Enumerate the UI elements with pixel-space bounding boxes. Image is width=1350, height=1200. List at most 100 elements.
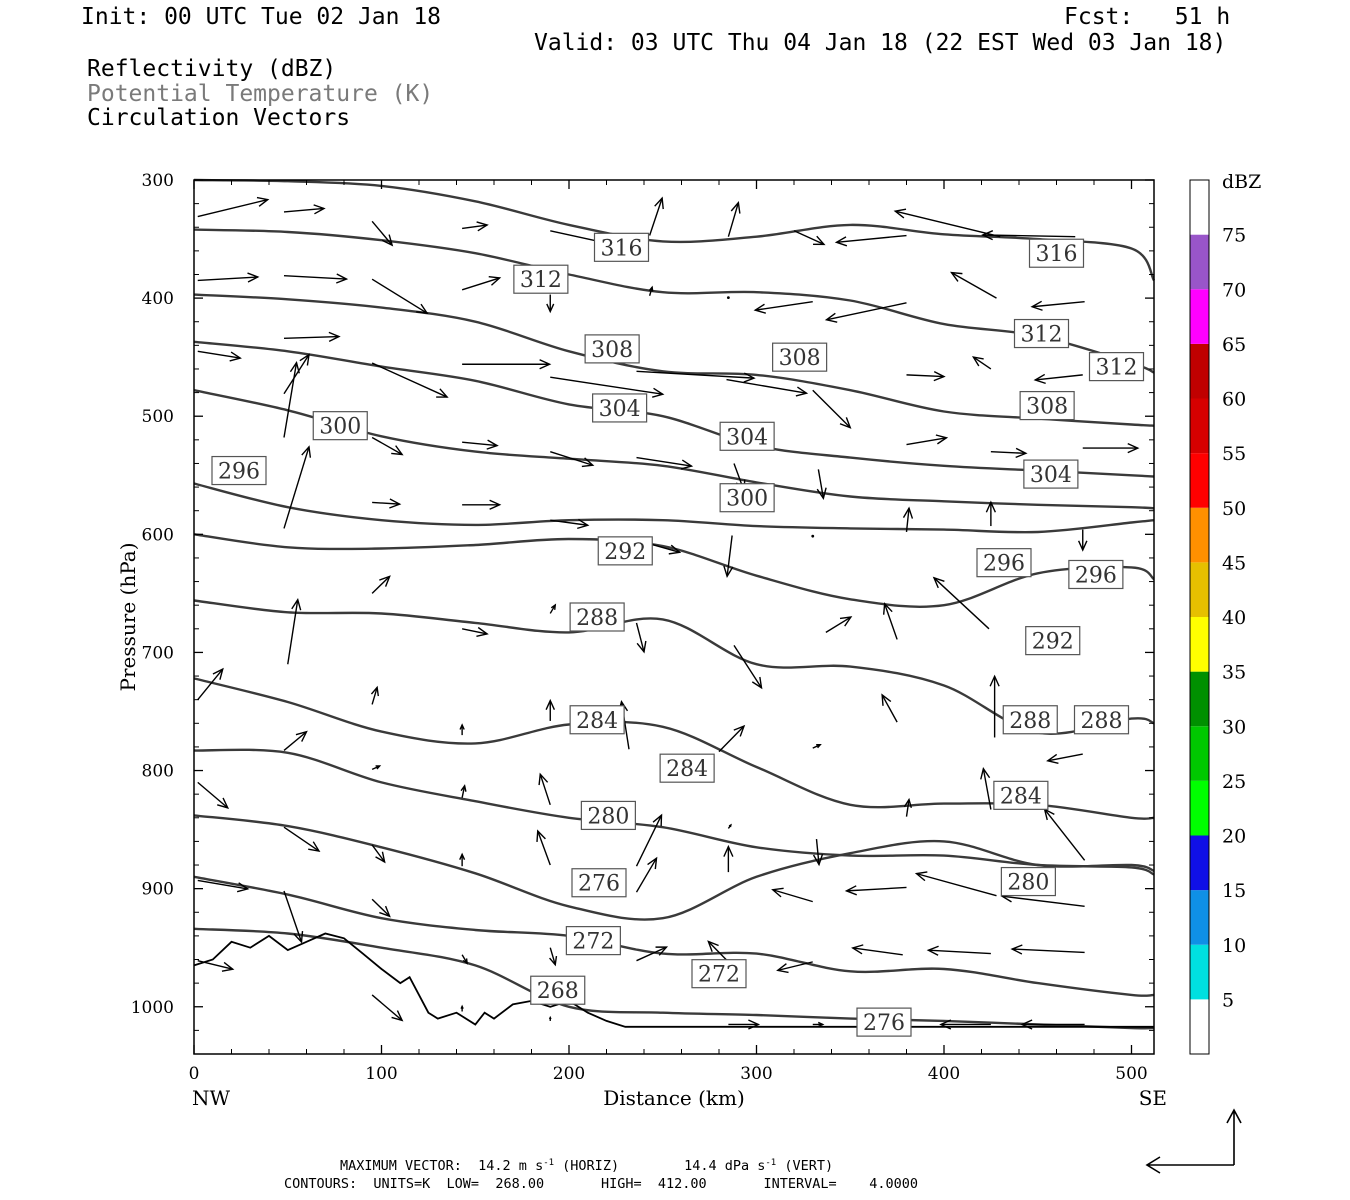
colorbar-swatch: [1190, 726, 1209, 781]
circulation-vector: [1077, 529, 1088, 552]
contour-label: 272: [691, 959, 747, 989]
circulation-vector: [459, 852, 466, 867]
theta-contour-300: [193, 389, 1155, 510]
circulation-vector: [283, 273, 349, 284]
colorbar-level: 45: [1222, 552, 1246, 574]
circulation-vector: [370, 685, 380, 705]
colorbar-swatch: [1190, 562, 1209, 617]
colorbar-level: 10: [1222, 935, 1246, 957]
colorbar-level: 15: [1222, 880, 1246, 902]
svg-text:312: 312: [1021, 323, 1063, 348]
valid-time: Valid: 03 UTC Thu 04 Jan 18 (22 EST Wed …: [534, 30, 1227, 56]
circulation-vector: [728, 1019, 761, 1030]
circulation-vector: [550, 450, 595, 468]
colorbar-swatch: [1190, 453, 1209, 508]
contour-label: 288: [1073, 705, 1130, 735]
contour-label: 280: [1000, 866, 1056, 897]
contour-label: 296: [976, 548, 1032, 578]
max-vector-vert: (VERT): [776, 1158, 834, 1174]
circulation-vector: [635, 813, 663, 867]
circulation-vector: [1010, 944, 1085, 955]
contour-label: 276: [571, 868, 627, 898]
circulation-vector: [287, 597, 302, 665]
contour-labels: 316 316 312 312 312 308 308 308 304 304 304 300 300 2…: [211, 232, 1145, 1037]
circulation-vector: [903, 797, 912, 817]
x-tick-label: 500: [1115, 1064, 1147, 1084]
svg-text:288: 288: [1081, 709, 1123, 734]
contour-label: 312: [513, 264, 569, 294]
circulation-vector: [816, 469, 827, 500]
max-vector-note: MAXIMUM VECTOR: 14.2 m s-1 (HORIZ) 14.4 …: [340, 1159, 833, 1174]
circulation-vector: [834, 234, 907, 247]
colorbar-swatch: [1190, 671, 1209, 727]
circulation-vector: [635, 622, 647, 654]
y-tick-label: 800: [142, 762, 174, 782]
contour-label: 316: [1028, 238, 1085, 268]
x-tick-label: 0: [189, 1064, 200, 1084]
circulation-vector: [636, 370, 756, 383]
circulation-vector: [707, 940, 729, 963]
contour-label: 284: [569, 705, 625, 735]
svg-text:288: 288: [576, 606, 618, 631]
circulation-vector: [1033, 373, 1083, 385]
circulation-vector: [371, 844, 386, 864]
circulation-vector: [460, 784, 467, 798]
circulation-vector: [902, 506, 914, 533]
svg-text:300: 300: [319, 415, 361, 440]
circulation-vector: [985, 500, 997, 527]
svg-text:312: 312: [1096, 356, 1138, 381]
circulation-vector: [371, 278, 429, 315]
svg-text:316: 316: [1036, 242, 1078, 267]
svg-text:280: 280: [1007, 871, 1049, 896]
contour-label: 312: [1088, 352, 1145, 382]
circulation-vector: [462, 359, 552, 370]
colorbar-swatch: [1190, 398, 1209, 454]
circulation-vector: [283, 730, 308, 752]
terrain-line: [193, 932, 1154, 1028]
circulation-vector: [926, 945, 991, 956]
svg-text:296: 296: [1075, 563, 1117, 588]
circulation-vector: [283, 360, 300, 438]
y-axis-label: Pressure (hPa): [116, 543, 140, 692]
circulation-vector: [460, 1004, 464, 1012]
circulation-vector: [197, 667, 224, 701]
theta-contours: [193, 178, 1156, 1030]
svg-text:276: 276: [863, 1011, 905, 1036]
contour-label: 300: [719, 483, 775, 513]
circulation-vector: [635, 856, 658, 893]
circulation-vector: [636, 456, 694, 470]
circulation-vector: [1020, 1019, 1085, 1030]
circulation-vector: [776, 961, 813, 974]
field-label-theta: Potential Temperature (K): [87, 81, 434, 107]
circulation-vector: [548, 1015, 552, 1021]
circulation-vector: [648, 196, 664, 236]
circulation-vector: [950, 271, 997, 299]
colorbar-level: 20: [1222, 826, 1246, 848]
colorbar-swatch: [1190, 234, 1209, 290]
circulation-vector: [462, 499, 502, 510]
theta-contour-292: [193, 533, 1155, 608]
svg-text:292: 292: [604, 540, 646, 565]
init-time: Init: 00 UTC Tue 02 Jan 18: [81, 4, 442, 30]
colorbar-swatch: [1190, 944, 1209, 1000]
svg-text:268: 268: [537, 979, 579, 1004]
circulation-vector: [371, 362, 449, 398]
circulation-vector: [980, 767, 992, 810]
theta-contour-304: [193, 340, 1155, 478]
axes: 300 400 500 600 700 800 900 1000 0 100 200 300 400 50…: [116, 171, 1167, 1110]
circulation-vector: [733, 644, 763, 690]
colorbar-swatch: [1190, 835, 1209, 891]
svg-text:308: 308: [779, 346, 821, 371]
svg-text:284: 284: [1000, 784, 1042, 809]
svg-text:284: 284: [576, 709, 618, 734]
circulation-vector: [550, 376, 665, 398]
circulation-vector: [648, 285, 654, 296]
theta-contour-272: [193, 875, 1155, 997]
svg-text:296: 296: [983, 552, 1025, 577]
circulation-vector: [990, 447, 1028, 459]
max-vector-exp2: -1: [765, 1158, 777, 1168]
theta-contour-312: [193, 228, 1155, 374]
contour-label: 296: [211, 455, 267, 486]
colorbar-swatch: [1190, 507, 1209, 563]
